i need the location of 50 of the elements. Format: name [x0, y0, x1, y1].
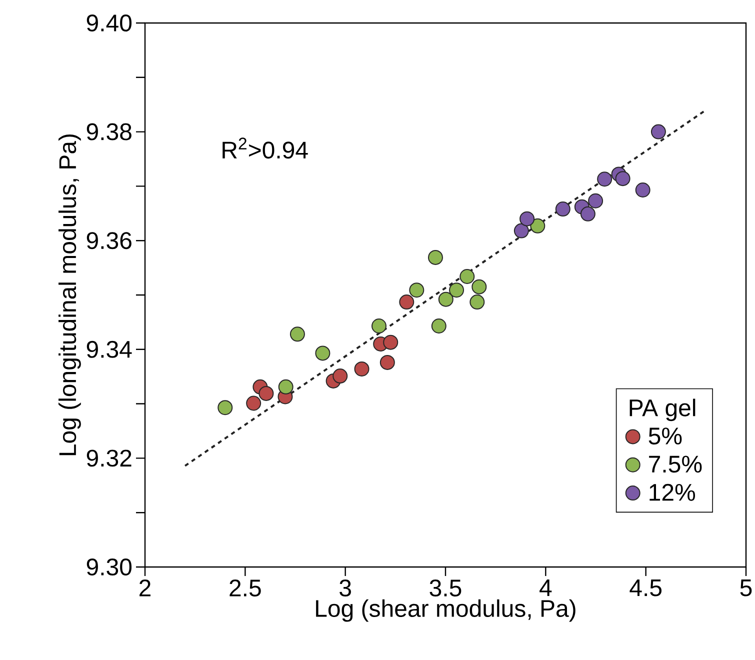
- x-tick-label: 4.5: [630, 580, 662, 596]
- legend-label: 7.5%: [649, 456, 702, 473]
- x-tick-label: 2.5: [230, 580, 261, 597]
- point: [555, 202, 570, 217]
- point: [315, 346, 330, 361]
- x-tick-label: 5: [740, 580, 752, 596]
- y-tick-label: 9.36: [86, 232, 132, 250]
- point: [449, 282, 464, 298]
- point: [470, 294, 485, 310]
- point: [218, 400, 233, 416]
- point: [635, 182, 650, 198]
- point: [399, 294, 414, 310]
- y-tick-label: 9.40: [86, 14, 132, 32]
- point: [380, 354, 395, 370]
- y-tick-label: 9.38: [86, 123, 132, 140]
- point: [431, 318, 446, 334]
- point: [409, 282, 424, 298]
- point: [615, 171, 630, 186]
- legend-label: 5%: [648, 428, 682, 445]
- legend-title: PA gel: [630, 398, 696, 422]
- point: [588, 193, 604, 208]
- point: [597, 172, 612, 187]
- point: [428, 250, 443, 265]
- point: [258, 386, 274, 401]
- y-axis-title: Log (longitudinal modulus, Pa): [58, 134, 81, 456]
- point: [514, 223, 529, 238]
- x-axis-title: Log (shear modulus, Pa): [316, 599, 576, 622]
- point: [246, 396, 262, 411]
- x-tick-label: 2: [140, 580, 150, 596]
- point: [650, 124, 666, 140]
- point: [460, 268, 475, 284]
- point: [530, 218, 546, 234]
- point: [472, 279, 487, 294]
- point: [278, 379, 294, 394]
- point: [371, 318, 386, 334]
- y-tick-label: 9.32: [86, 450, 132, 467]
- point: [520, 211, 535, 226]
- annotation: R$^{2}$>0.94: [222, 138, 308, 159]
- point: [332, 368, 348, 384]
- point: [354, 361, 370, 376]
- point: [438, 292, 454, 307]
- x-tick-label: 3.5: [430, 580, 462, 597]
- x-tick-label: 4: [540, 580, 552, 596]
- legend-label: 12%: [650, 484, 696, 501]
- point: [383, 334, 398, 350]
- y-tick-label: 9.34: [86, 340, 132, 358]
- point: [580, 206, 596, 222]
- point: [290, 326, 305, 342]
- x-tick-label: 3: [340, 580, 351, 597]
- y-tick-label: 9.30: [86, 558, 132, 576]
